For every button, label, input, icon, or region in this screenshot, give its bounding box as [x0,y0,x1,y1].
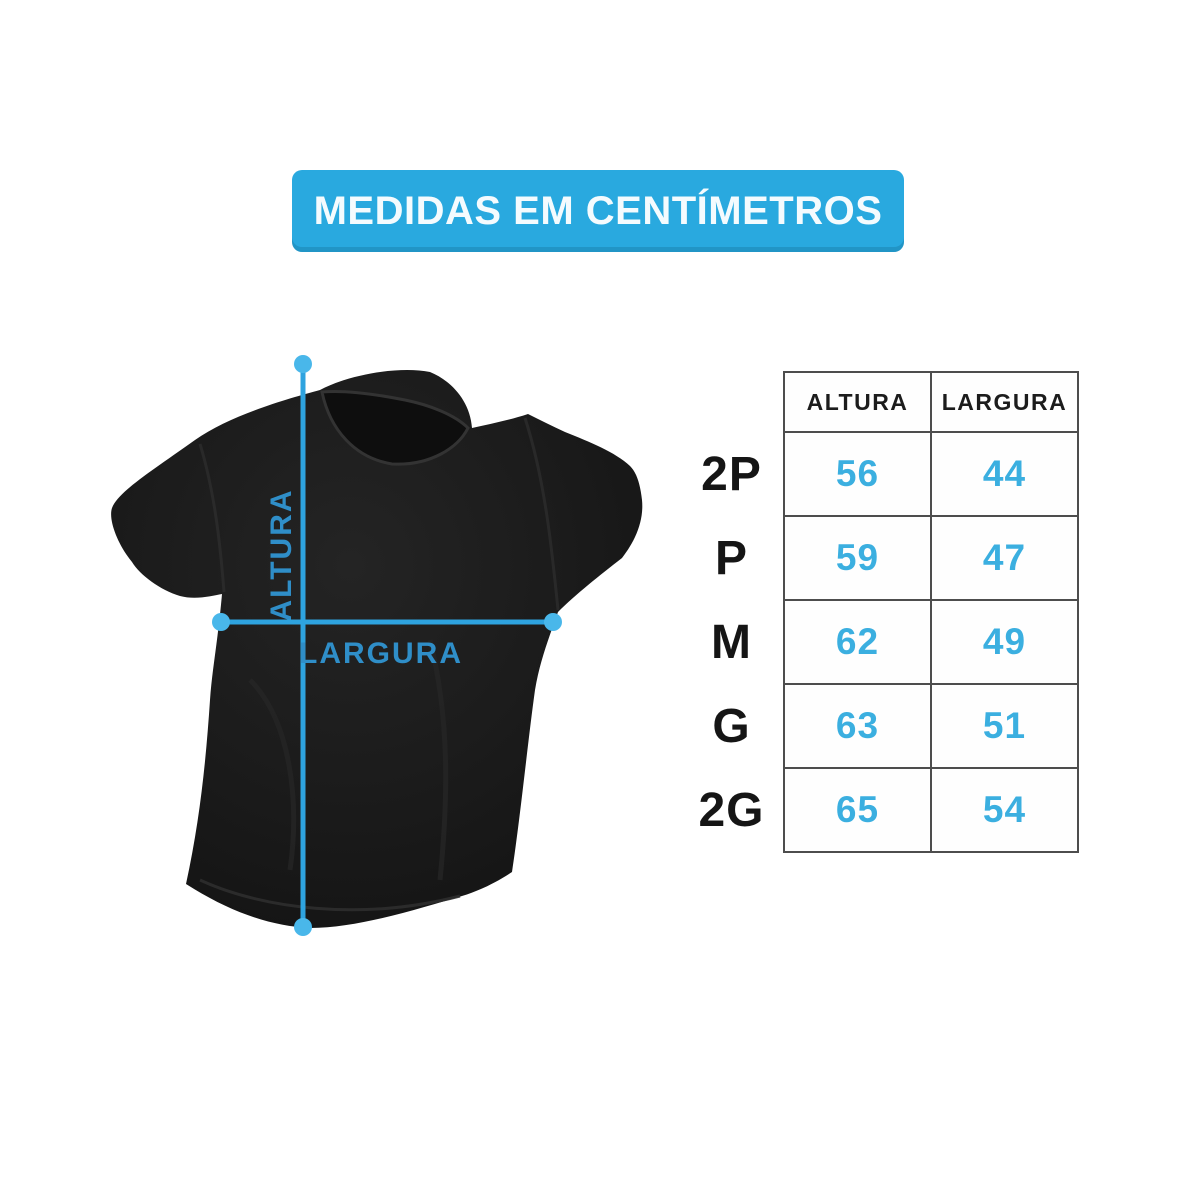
size-label-2g: 2G [698,783,765,837]
table-row: 2P 56 44 [680,431,1079,517]
collar [320,389,470,466]
tshirt-illustration [111,370,643,928]
table-row: 2G 65 54 [680,767,1079,853]
largura-measure-line: LARGURA [212,613,562,670]
shirt-measurement-diagram: ALTURA LARGURA [60,330,680,970]
table-header-row: ALTURA LARGURA [680,371,1079,433]
largura-value-2g: 54 [930,767,1079,853]
page-title: MEDIDAS EM CENTÍMETROS [313,188,883,233]
largura-value-p: 47 [930,515,1079,601]
altura-value-m: 62 [783,599,932,685]
largura-label: LARGURA [299,637,463,670]
header-spacer [680,371,783,433]
altura-label: ALTURA [265,488,298,621]
largura-value-g: 51 [930,683,1079,769]
size-table: ALTURA LARGURA 2P 56 44 P 59 47 M 62 49 … [680,371,1079,853]
table-row: M 62 49 [680,599,1079,685]
title-banner: MEDIDAS EM CENTÍMETROS [292,170,904,252]
table-row: G 63 51 [680,683,1079,769]
col-header-largura: LARGURA [930,371,1079,433]
size-label-m: M [711,615,752,669]
largura-value-2p: 44 [930,431,1079,517]
altura-value-g: 63 [783,683,932,769]
size-label-2p: 2P [701,447,762,501]
table-row: P 59 47 [680,515,1079,601]
largura-value-m: 49 [930,599,1079,685]
col-header-altura: ALTURA [783,371,932,433]
size-label-p: P [714,531,748,585]
altura-measure-line: ALTURA [265,355,312,936]
altura-value-2g: 65 [783,767,932,853]
altura-value-2p: 56 [783,431,932,517]
altura-value-p: 59 [783,515,932,601]
size-label-g: G [712,699,751,753]
